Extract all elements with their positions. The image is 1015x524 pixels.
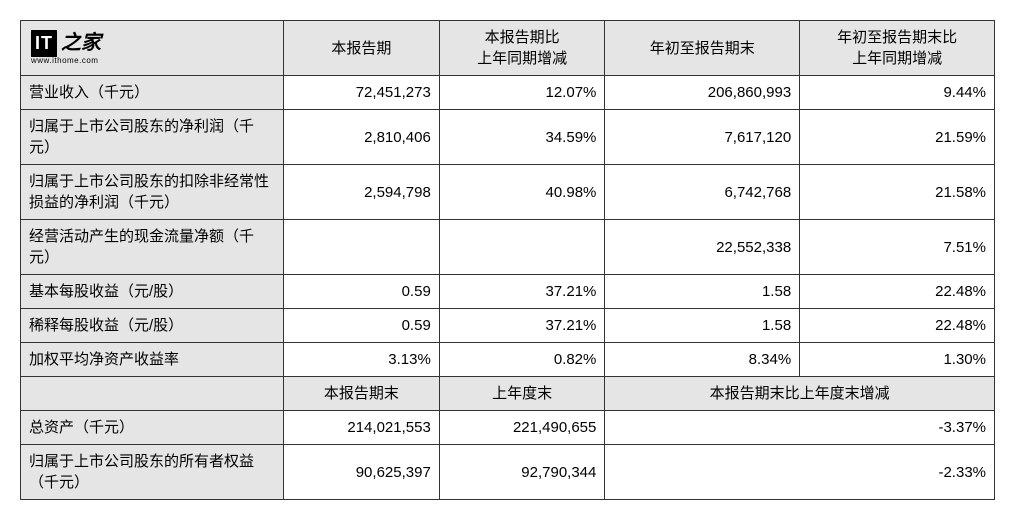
cell-value: 72,451,273 xyxy=(283,76,439,110)
logo-cell: IT之家www.ithome.com xyxy=(21,21,284,76)
cell-value: 1.30% xyxy=(800,343,995,377)
cell-value: 40.98% xyxy=(439,165,605,220)
col-header: 年初至报告期末 xyxy=(605,21,800,76)
cell-value: 1.58 xyxy=(605,275,800,309)
cell-value: 0.59 xyxy=(283,309,439,343)
col-header: 年初至报告期末比上年同期增减 xyxy=(800,21,995,76)
row-label: 稀释每股收益（元/股） xyxy=(21,309,284,343)
cell-value: -2.33% xyxy=(605,445,995,500)
cell-value: 214,021,553 xyxy=(283,411,439,445)
cell-value: 92,790,344 xyxy=(439,445,605,500)
header-row-2: 本报告期末上年度末本报告期末比上年度末增减 xyxy=(21,377,995,411)
cell-value: 0.82% xyxy=(439,343,605,377)
cell-value: 221,490,655 xyxy=(439,411,605,445)
row-label: 经营活动产生的现金流量净额（千元） xyxy=(21,220,284,275)
table-row: 营业收入（千元）72,451,27312.07%206,860,9939.44% xyxy=(21,76,995,110)
cell-value xyxy=(283,220,439,275)
cell-value: 90,625,397 xyxy=(283,445,439,500)
cell-value: 1.58 xyxy=(605,309,800,343)
cell-value: 12.07% xyxy=(439,76,605,110)
cell-value: 21.59% xyxy=(800,110,995,165)
cell-value: 22.48% xyxy=(800,275,995,309)
row-label: 总资产（千元） xyxy=(21,411,284,445)
cell-value: -3.37% xyxy=(605,411,995,445)
cell-value: 7.51% xyxy=(800,220,995,275)
cell-value: 22,552,338 xyxy=(605,220,800,275)
row-label: 归属于上市公司股东的扣除非经常性损益的净利润（千元） xyxy=(21,165,284,220)
table-row: 归属于上市公司股东的扣除非经常性损益的净利润（千元）2,594,79840.98… xyxy=(21,165,995,220)
cell-value: 34.59% xyxy=(439,110,605,165)
cell-value: 206,860,993 xyxy=(605,76,800,110)
cell-value xyxy=(439,220,605,275)
table-row: 经营活动产生的现金流量净额（千元） 22,552,3387.51% xyxy=(21,220,995,275)
col-header: 本报告期 xyxy=(283,21,439,76)
col-header: 本报告期比上年同期增减 xyxy=(439,21,605,76)
row-label: 归属于上市公司股东的净利润（千元） xyxy=(21,110,284,165)
cell-value: 21.58% xyxy=(800,165,995,220)
logo-cn: 之家 xyxy=(61,29,101,57)
cell-value: 6,742,768 xyxy=(605,165,800,220)
table-row: 基本每股收益（元/股）0.5937.21%1.5822.48% xyxy=(21,275,995,309)
cell-value: 0.59 xyxy=(283,275,439,309)
row-label: 营业收入（千元） xyxy=(21,76,284,110)
ithome-logo: IT之家www.ithome.com xyxy=(31,29,101,66)
table-body: IT之家www.ithome.com本报告期本报告期比上年同期增减年初至报告期末… xyxy=(21,21,995,500)
row-label: 基本每股收益（元/股） xyxy=(21,275,284,309)
cell-value: 9.44% xyxy=(800,76,995,110)
cell-value: 22.48% xyxy=(800,309,995,343)
logo-it: IT xyxy=(31,30,57,57)
table-row: 归属于上市公司股东的所有者权益（千元）90,625,39792,790,344-… xyxy=(21,445,995,500)
header-row-1: IT之家www.ithome.com本报告期本报告期比上年同期增减年初至报告期末… xyxy=(21,21,995,76)
cell-value: 37.21% xyxy=(439,275,605,309)
col-header: 本报告期末比上年度末增减 xyxy=(605,377,995,411)
cell-value: 8.34% xyxy=(605,343,800,377)
table-row: 加权平均净资产收益率3.13%0.82%8.34%1.30% xyxy=(21,343,995,377)
cell-value: 2,594,798 xyxy=(283,165,439,220)
table-row: 稀释每股收益（元/股）0.5937.21%1.5822.48% xyxy=(21,309,995,343)
cell-value: 37.21% xyxy=(439,309,605,343)
table-row: 总资产（千元）214,021,553221,490,655-3.37% xyxy=(21,411,995,445)
cell-value: 2,810,406 xyxy=(283,110,439,165)
table-row: 归属于上市公司股东的净利润（千元）2,810,40634.59%7,617,12… xyxy=(21,110,995,165)
col-header: 本报告期末 xyxy=(283,377,439,411)
financial-table: IT之家www.ithome.com本报告期本报告期比上年同期增减年初至报告期末… xyxy=(20,20,995,500)
row-label: 归属于上市公司股东的所有者权益（千元） xyxy=(21,445,284,500)
cell-value: 3.13% xyxy=(283,343,439,377)
cell-value: 7,617,120 xyxy=(605,110,800,165)
empty-header xyxy=(21,377,284,411)
logo-url: www.ithome.com xyxy=(31,55,98,66)
col-header: 上年度末 xyxy=(439,377,605,411)
row-label: 加权平均净资产收益率 xyxy=(21,343,284,377)
financial-table-container: IT之家www.ithome.com本报告期本报告期比上年同期增减年初至报告期末… xyxy=(20,20,995,500)
